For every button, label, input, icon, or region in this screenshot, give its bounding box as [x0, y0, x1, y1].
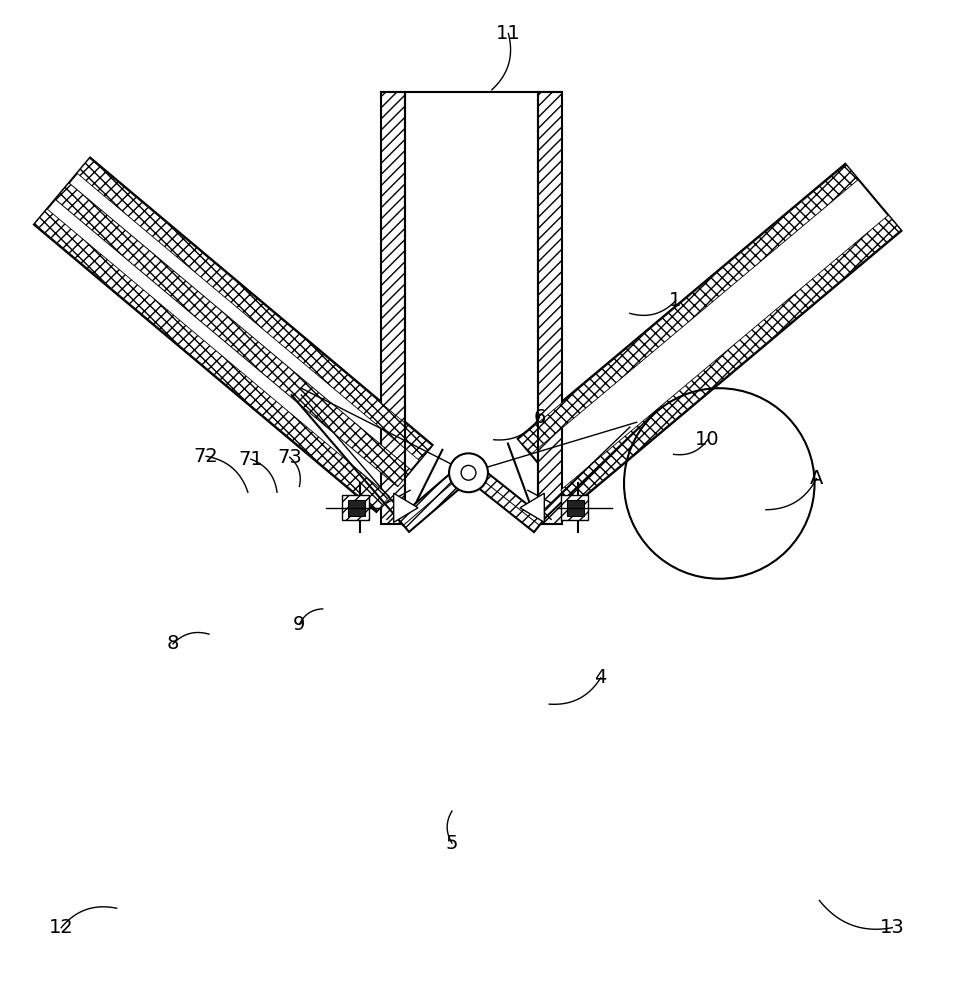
Polygon shape [561, 215, 901, 505]
Text: 9: 9 [294, 615, 305, 634]
Polygon shape [518, 164, 901, 506]
Text: 72: 72 [193, 447, 219, 466]
Text: 12: 12 [49, 918, 74, 937]
Circle shape [449, 453, 488, 492]
Bar [342, 495, 369, 520]
Text: 6: 6 [534, 408, 545, 427]
Bar [538, 92, 562, 524]
Polygon shape [55, 183, 411, 487]
Bar [348, 500, 365, 516]
Bar [567, 500, 584, 516]
Polygon shape [394, 493, 418, 522]
Circle shape [461, 465, 476, 480]
Text: A: A [810, 469, 823, 488]
Polygon shape [520, 493, 544, 522]
Text: 5: 5 [446, 834, 458, 853]
Polygon shape [398, 466, 470, 532]
Bar [381, 92, 405, 524]
Text: 73: 73 [277, 448, 302, 467]
Polygon shape [518, 165, 858, 454]
Polygon shape [35, 209, 390, 511]
Text: 4: 4 [595, 668, 607, 687]
Polygon shape [34, 158, 433, 512]
Polygon shape [468, 466, 545, 532]
Text: 1: 1 [670, 291, 681, 310]
Text: 71: 71 [238, 450, 263, 469]
Text: 13: 13 [880, 918, 905, 937]
Polygon shape [77, 158, 432, 461]
Text: 11: 11 [496, 24, 521, 43]
Text: 8: 8 [167, 634, 179, 653]
Bar [561, 495, 588, 520]
Text: 10: 10 [695, 430, 720, 449]
